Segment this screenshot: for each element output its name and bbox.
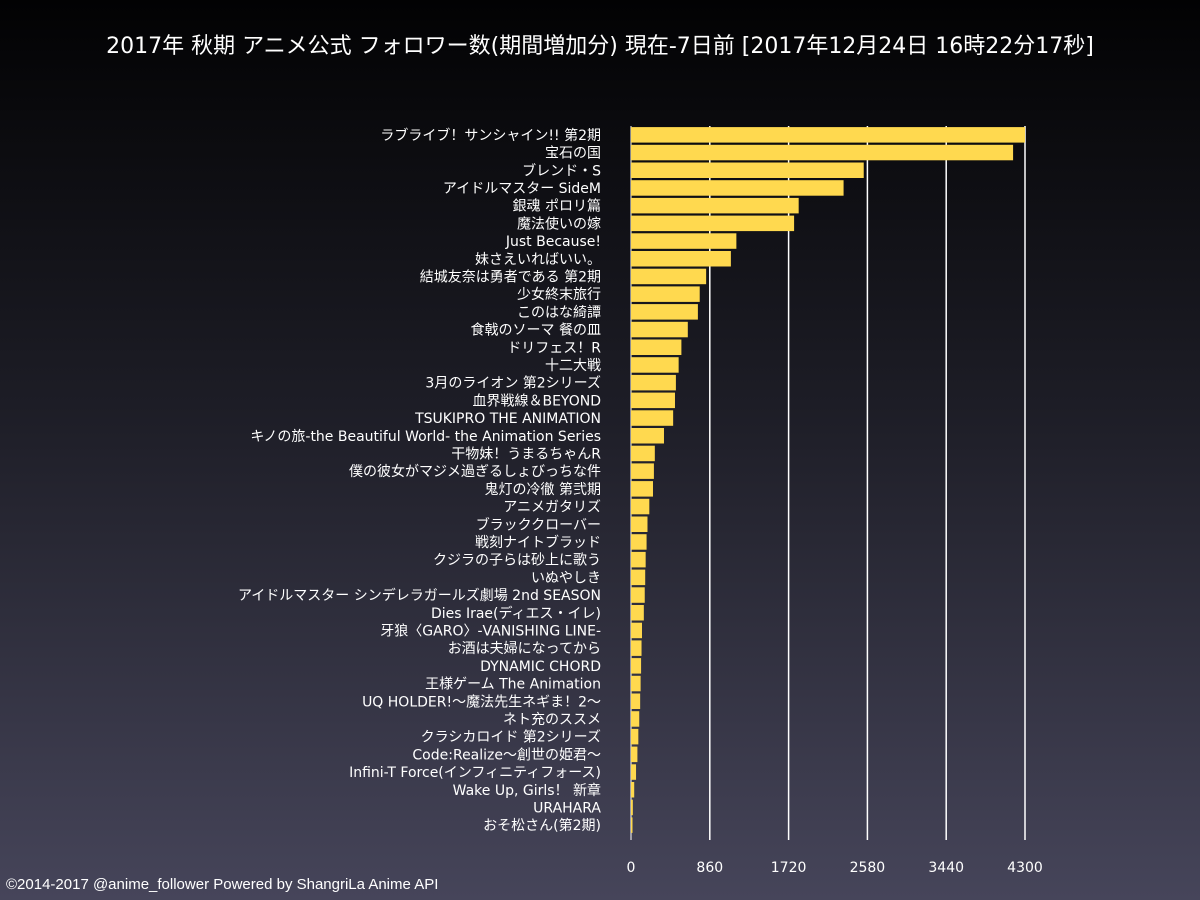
category-label: 少女終末旅行 bbox=[517, 286, 601, 303]
bar bbox=[631, 764, 637, 780]
bar bbox=[631, 339, 682, 355]
bar bbox=[631, 481, 653, 497]
category-label: URAHARA bbox=[533, 800, 601, 816]
category-label: Just Because! bbox=[505, 234, 601, 250]
category-label: 3月のライオン 第2シリーズ bbox=[425, 375, 601, 392]
bar bbox=[631, 782, 635, 798]
category-label: いぬやしき bbox=[531, 570, 601, 586]
category-label: おそ松さん(第2期) bbox=[483, 817, 601, 834]
bar bbox=[631, 463, 654, 479]
bar bbox=[631, 144, 1014, 161]
bar bbox=[631, 215, 795, 232]
category-label: 王様ゲーム The Animation bbox=[425, 677, 601, 693]
category-label: DYNAMIC CHORD bbox=[480, 659, 601, 675]
category-label: 鬼灯の冷徹 第弐期 bbox=[485, 481, 601, 498]
category-label: 魔法使いの嫁 bbox=[517, 215, 601, 232]
x-axis-ticks: 0 860 1720 2580 3440 4300 bbox=[627, 860, 1043, 876]
bar bbox=[631, 392, 675, 409]
bar bbox=[631, 728, 639, 745]
category-label: ラブライブ！サンシャイン!! 第2期 bbox=[380, 127, 601, 144]
bar bbox=[631, 799, 633, 816]
category-label: ドリフェス！R bbox=[507, 340, 601, 356]
category-label: UQ HOLDER!～魔法先生ネギま！2～ bbox=[362, 694, 601, 710]
bar bbox=[631, 605, 644, 621]
category-label: アイドルマスター SideM bbox=[443, 181, 601, 197]
category-label: 銀魂 ポロリ篇 bbox=[513, 199, 601, 215]
bar bbox=[631, 622, 642, 639]
bar bbox=[631, 127, 1025, 143]
category-label: Code:Realize～創世の姫君～ bbox=[412, 747, 601, 763]
category-label: 血界戦線＆BEYOND bbox=[472, 393, 601, 409]
bar bbox=[631, 374, 676, 391]
category-label: TSUKIPRO THE ANIMATION bbox=[414, 411, 601, 427]
category-label: Infini-T Force(インフィニティフォース) bbox=[349, 765, 601, 781]
bar bbox=[631, 817, 633, 833]
bar bbox=[631, 304, 698, 320]
bar bbox=[631, 180, 844, 196]
category-label: このはな綺譚 bbox=[517, 305, 601, 321]
bar bbox=[631, 534, 647, 550]
x-tick-label: 1720 bbox=[771, 860, 807, 876]
bar bbox=[631, 251, 731, 267]
bar bbox=[631, 498, 650, 515]
bar bbox=[631, 286, 700, 302]
category-label: 宝石の国 bbox=[545, 146, 601, 162]
bar bbox=[631, 233, 737, 249]
bar bbox=[631, 516, 648, 532]
category-label: クジラの子らは砂上に歌う bbox=[433, 553, 601, 569]
bar bbox=[631, 321, 688, 338]
footer-credit: ©2014-2017 @anime_follower Powered by Sh… bbox=[6, 876, 439, 893]
bar bbox=[631, 445, 655, 462]
bar bbox=[631, 658, 642, 674]
bar bbox=[631, 197, 799, 214]
bar bbox=[631, 551, 646, 568]
category-label: キノの旅-the Beautiful World- the Animation … bbox=[250, 429, 601, 445]
category-label: クラシカロイド 第2シリーズ bbox=[421, 729, 601, 746]
bar bbox=[631, 268, 707, 285]
x-tick-label: 2580 bbox=[850, 860, 886, 876]
category-label: 戦刻ナイトブラッド bbox=[475, 534, 601, 551]
category-label: 結城友奈は勇者である 第2期 bbox=[420, 268, 601, 285]
category-label: 十二大戦 bbox=[545, 358, 601, 374]
category-label: 妹さえいればいい。 bbox=[475, 252, 601, 268]
bar bbox=[631, 569, 646, 586]
bar bbox=[631, 693, 641, 709]
category-label: 僕の彼女がマジメ過ぎるしょびっちな件 bbox=[349, 463, 601, 480]
x-tick-label: 3440 bbox=[928, 860, 964, 876]
category-label: アニメガタリズ bbox=[503, 500, 601, 516]
bar bbox=[631, 711, 640, 727]
category-label: ブラッククローバー bbox=[476, 516, 601, 533]
x-tick-label: 860 bbox=[696, 860, 723, 876]
category-label: お酒は夫婦になってから bbox=[448, 640, 601, 657]
bar bbox=[631, 357, 679, 373]
bar bbox=[631, 640, 642, 656]
category-label: Dies Irae(ディエス・イレ) bbox=[431, 605, 601, 622]
bar bbox=[631, 746, 638, 763]
category-label: ブレンド・S bbox=[522, 162, 601, 179]
bar bbox=[631, 675, 641, 692]
bar bbox=[631, 162, 864, 178]
bar-layer bbox=[631, 127, 1025, 833]
bar bbox=[631, 428, 664, 444]
category-label: Wake Up, Girls！ 新章 bbox=[453, 782, 601, 799]
x-tick-label: 0 bbox=[627, 860, 636, 876]
category-label: 干物妹！うまるちゃんR bbox=[451, 446, 601, 462]
chart-title: 2017年 秋期 アニメ公式 フォロワー数(期間増加分) 現在-7日前 [201… bbox=[106, 34, 1094, 59]
bar bbox=[631, 587, 645, 603]
category-label: 食戟のソーマ 餐の皿 bbox=[471, 322, 601, 339]
category-label: アイドルマスター シンデレラガールズ劇場 2nd SEASON bbox=[238, 587, 601, 604]
category-label: 牙狼〈GARO〉-VANISHING LINE- bbox=[380, 623, 601, 639]
bar bbox=[631, 410, 674, 426]
x-tick-label: 4300 bbox=[1007, 860, 1043, 876]
category-label: ネト充のススメ bbox=[503, 712, 601, 728]
grid-layer bbox=[630, 126, 1026, 840]
